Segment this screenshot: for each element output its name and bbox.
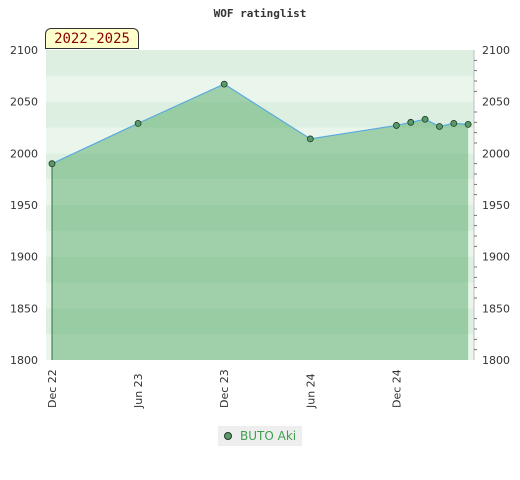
band — [46, 282, 474, 309]
series-area-fill — [52, 84, 469, 360]
y-tick-label-right: 1850 — [482, 302, 510, 315]
band — [46, 127, 474, 154]
y-axis-left: 1800 1850 1900 1950 2000 2050 2100 — [10, 44, 38, 367]
y-tick-label-right: 2050 — [482, 96, 510, 109]
x-tick-label: Dec 23 — [218, 369, 231, 408]
series-line — [51, 83, 469, 165]
series-area — [51, 83, 469, 360]
y-tick-label-left: 1800 — [10, 354, 38, 367]
y-tick-label-left: 2050 — [10, 96, 38, 109]
data-point — [48, 160, 56, 168]
x-tick-label: Dec 24 — [390, 369, 403, 408]
band — [46, 230, 474, 257]
data-point — [392, 122, 400, 129]
series-points — [48, 80, 472, 168]
x-tick-label: Jun 24 — [304, 373, 317, 409]
data-point — [436, 123, 443, 130]
band — [46, 179, 474, 205]
band — [46, 101, 474, 128]
legend[interactable]: BUTO Aki — [218, 426, 303, 446]
data-point — [421, 115, 429, 123]
y-tick-label-left: 1850 — [10, 302, 38, 315]
data-point — [450, 119, 458, 127]
y-tick-label-left: 2100 — [10, 44, 38, 57]
legend-marker-icon — [224, 432, 232, 440]
y-tick-label-right: 1950 — [482, 199, 510, 212]
band — [46, 256, 474, 283]
y-tick-label-left: 2000 — [10, 147, 38, 160]
data-point — [464, 121, 472, 128]
band — [46, 334, 474, 360]
y-tick-label-right: 2000 — [482, 147, 510, 160]
band — [46, 308, 474, 335]
x-axis: Dec 22 Jun 23 Dec 23 Jun 24 Dec 24 — [46, 369, 403, 409]
y-tick-label-right: 1900 — [482, 251, 510, 264]
data-point — [306, 135, 314, 143]
band — [46, 153, 474, 180]
y-tick-label-right: 1800 — [482, 354, 510, 367]
y-axis-right: 1800 1850 1900 1950 2000 2050 2100 — [473, 44, 510, 367]
data-point — [220, 80, 228, 88]
period-label: 2022-2025 — [45, 28, 139, 49]
band — [46, 205, 474, 231]
band — [46, 75, 474, 102]
y-tick-label-left: 1900 — [10, 251, 38, 264]
legend-label: BUTO Aki — [240, 429, 297, 443]
x-tick-label: Jun 23 — [132, 373, 145, 409]
data-point — [134, 119, 142, 127]
band — [46, 50, 474, 76]
y-tick-label-right: 2100 — [482, 44, 510, 57]
y-tick-label-left: 1950 — [10, 199, 38, 212]
data-point — [407, 118, 415, 126]
chart-title: WOF ratinglist — [214, 7, 307, 20]
background-bands — [46, 50, 474, 360]
x-tick-label: Dec 22 — [46, 369, 59, 408]
